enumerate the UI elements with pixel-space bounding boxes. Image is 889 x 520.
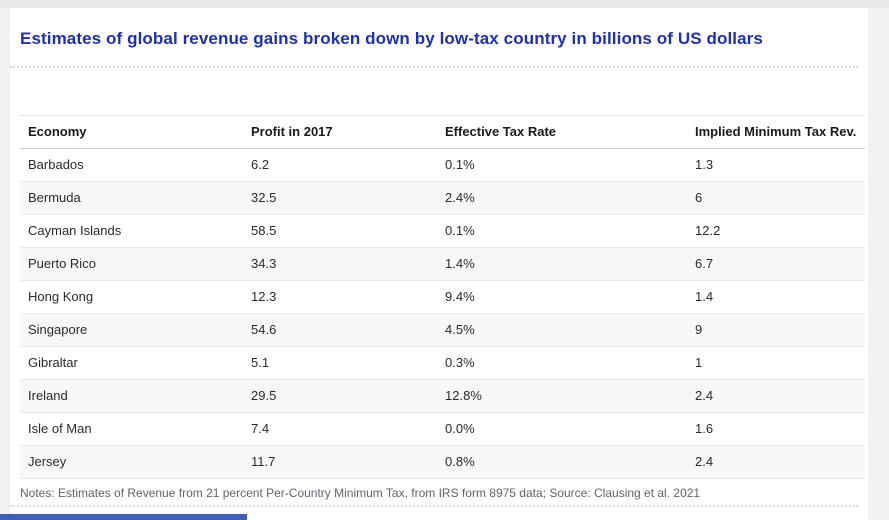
effective-tax-rate-cell: 12.8% [437,379,687,413]
table-row: Hong Kong 12.3 9.4% 1.4 [20,280,865,314]
effective-tax-rate-cell: 1.4% [437,247,687,281]
economy-cell: Jersey [20,445,243,479]
profit-2017-cell: 34.3 [243,247,437,281]
bottom-accent-bar [0,514,247,520]
profit-2017-cell: 11.7 [243,445,437,479]
table-header-row: Economy Profit in 2017 Effective Tax Rat… [20,115,865,149]
implied-min-tax-rev-cell: 1 [687,346,865,380]
notes-source-text: Notes: Estimates of Revenue from 21 perc… [20,486,701,500]
table-row: Jersey 11.7 0.8% 2.4 [20,445,865,479]
table-row: Cayman Islands 58.5 0.1% 12.2 [20,214,865,248]
page-title: Estimates of global revenue gains broken… [20,29,763,48]
table-card: Estimates of global revenue gains broken… [10,8,868,520]
profit-2017-cell: 12.3 [243,280,437,314]
profit-2017-cell: 5.1 [243,346,437,380]
economy-cell: Hong Kong [20,280,243,314]
table-header: Economy Profit in 2017 Effective Tax Rat… [20,115,865,149]
column-header-effective-tax-rate: Effective Tax Rate [437,115,687,149]
economy-cell: Singapore [20,313,243,347]
column-header-profit-2017: Profit in 2017 [243,115,437,149]
data-table-wrap: Economy Profit in 2017 Effective Tax Rat… [20,115,865,479]
profit-2017-cell: 58.5 [243,214,437,248]
profit-2017-cell: 7.4 [243,412,437,446]
economy-cell: Gibraltar [20,346,243,380]
column-header-implied-min-tax-rev: Implied Minimum Tax Rev. [687,115,865,149]
implied-min-tax-rev-cell: 2.4 [687,445,865,479]
economy-cell: Bermuda [20,181,243,215]
implied-min-tax-rev-cell: 2.4 [687,379,865,413]
title-separator [10,66,858,68]
economy-cell: Ireland [20,379,243,413]
effective-tax-rate-cell: 9.4% [437,280,687,314]
implied-min-tax-rev-cell: 6.7 [687,247,865,281]
economy-cell: Cayman Islands [20,214,243,248]
implied-min-tax-rev-cell: 6 [687,181,865,215]
table-row: Ireland 29.5 12.8% 2.4 [20,379,865,413]
table-body: Barbados 6.2 0.1% 1.3 Bermuda 32.5 2.4% 6 Cayman… [20,148,865,479]
economy-cell: Puerto Rico [20,247,243,281]
table-row: Puerto Rico 34.3 1.4% 6.7 [20,247,865,281]
effective-tax-rate-cell: 0.3% [437,346,687,380]
top-gutter-bar [0,0,889,8]
profit-2017-cell: 54.6 [243,313,437,347]
effective-tax-rate-cell: 2.4% [437,181,687,215]
implied-min-tax-rev-cell: 1.4 [687,280,865,314]
implied-min-tax-rev-cell: 1.3 [687,148,865,182]
column-header-economy: Economy [20,115,243,149]
table-row: Singapore 54.6 4.5% 9 [20,313,865,347]
table-row: Bermuda 32.5 2.4% 6 [20,181,865,215]
table-row: Gibraltar 5.1 0.3% 1 [20,346,865,380]
profit-2017-cell: 6.2 [243,148,437,182]
table-row: Barbados 6.2 0.1% 1.3 [20,148,865,182]
profit-2017-cell: 29.5 [243,379,437,413]
profit-2017-cell: 32.5 [243,181,437,215]
effective-tax-rate-cell: 0.8% [437,445,687,479]
effective-tax-rate-cell: 0.1% [437,214,687,248]
economy-cell: Isle of Man [20,412,243,446]
effective-tax-rate-cell: 0.1% [437,148,687,182]
implied-min-tax-rev-cell: 1.6 [687,412,865,446]
data-table: Economy Profit in 2017 Effective Tax Rat… [20,115,865,479]
implied-min-tax-rev-cell: 9 [687,313,865,347]
economy-cell: Barbados [20,148,243,182]
effective-tax-rate-cell: 4.5% [437,313,687,347]
effective-tax-rate-cell: 0.0% [437,412,687,446]
implied-min-tax-rev-cell: 12.2 [687,214,865,248]
footer-separator [10,505,858,507]
table-row: Isle of Man 7.4 0.0% 1.6 [20,412,865,446]
